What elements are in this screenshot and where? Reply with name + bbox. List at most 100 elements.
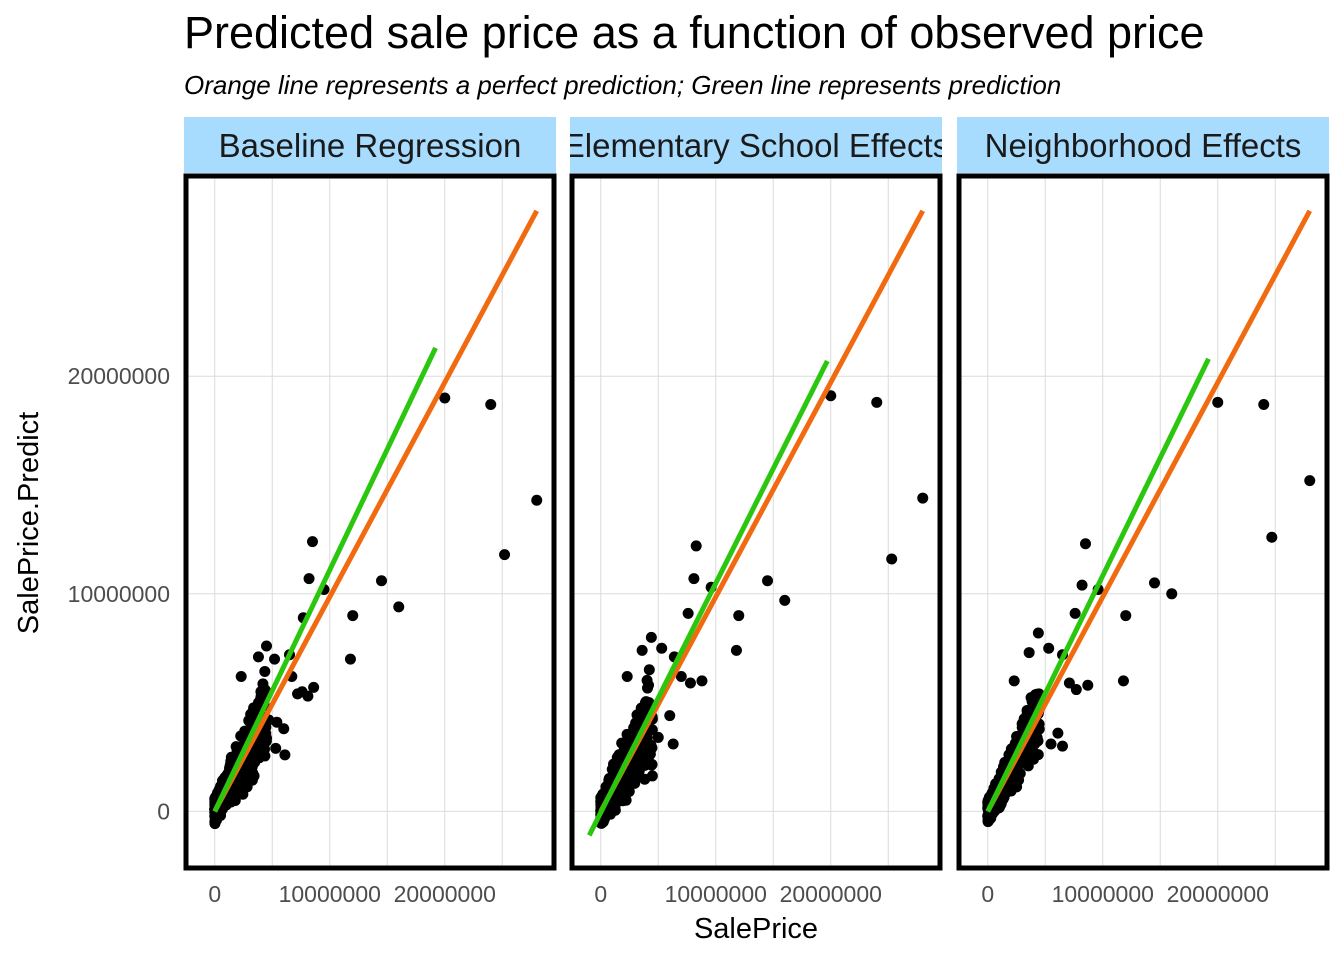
data-point: [682, 607, 694, 619]
data-point: [211, 812, 223, 824]
data-point: [269, 653, 281, 665]
data-point: [633, 756, 645, 768]
data-point: [730, 644, 742, 656]
data-point: [688, 573, 700, 585]
data-point: [249, 754, 261, 766]
data-point: [1080, 538, 1091, 550]
data-point: [1082, 679, 1094, 691]
data-point: [344, 653, 356, 665]
chart-title: Predicted sale price as a function of ob…: [184, 7, 1205, 58]
data-point: [645, 631, 657, 643]
data-point: [347, 610, 359, 622]
data-point: [1022, 757, 1034, 769]
data-point: [1304, 475, 1316, 487]
x-tick-label: 10000000: [1052, 881, 1154, 907]
facet-panel-2: Elementary School Effects 0 10000000 200000…: [563, 117, 949, 907]
data-point: [1117, 675, 1129, 687]
gridlines: [959, 176, 1327, 868]
data-point: [779, 594, 791, 606]
facet-panel-3: Neighborhood Effects 0 10000000 20000000: [956, 117, 1330, 907]
x-tick-label: 20000000: [780, 881, 882, 907]
facet-strip-label: Elementary School Effects: [563, 127, 949, 164]
data-point: [1032, 627, 1044, 639]
data-point: [1070, 684, 1082, 696]
x-tick-label: 0: [594, 881, 607, 907]
data-point: [1016, 718, 1028, 730]
data-point: [643, 679, 655, 691]
data-point: [1120, 610, 1132, 622]
panel-border: [569, 173, 943, 871]
data-point: [1076, 579, 1088, 591]
data-point: [252, 651, 264, 663]
y-tick-label: 20000000: [68, 363, 170, 389]
facet-panels: Baseline Regression 0 10000000 20000000 0 100…: [68, 117, 1330, 907]
data-point: [643, 664, 655, 676]
perfect-prediction-line: [598, 209, 925, 813]
data-point: [376, 575, 387, 587]
x-tick-label: 20000000: [1167, 881, 1269, 907]
data-point: [279, 749, 291, 761]
data-point: [621, 671, 633, 683]
data-point: [485, 398, 497, 410]
data-point: [733, 610, 745, 622]
y-axis-title: SalePrice.Predict: [13, 412, 45, 634]
data-point: [255, 692, 267, 704]
perfect-prediction-line: [212, 209, 539, 813]
prediction-line: [212, 346, 438, 813]
x-tick-label: 0: [208, 881, 221, 907]
panel-border: [956, 173, 1330, 871]
data-point: [985, 812, 997, 824]
data-point: [499, 549, 511, 561]
facet-strip-label: Baseline Regression: [219, 127, 522, 164]
data-point: [248, 770, 260, 782]
x-tick-label: 0: [981, 881, 994, 907]
data-point: [1023, 647, 1035, 659]
data-point: [652, 731, 664, 743]
data-point: [259, 665, 271, 677]
facet-strip-label: Neighborhood Effects: [985, 127, 1302, 164]
data-points: [209, 392, 543, 830]
data-point: [303, 573, 315, 585]
data-point: [1069, 607, 1081, 619]
data-point: [1057, 740, 1068, 752]
panel-border: [183, 173, 557, 871]
data-point: [1149, 577, 1160, 589]
data-point: [307, 536, 318, 548]
data-point: [1258, 398, 1270, 410]
chart-subtitle: Orange line represents a perfect predict…: [184, 70, 1061, 100]
data-point: [611, 751, 623, 763]
facet-strip: [184, 117, 556, 173]
data-point: [439, 392, 451, 404]
prediction-line: [985, 357, 1211, 813]
x-tick-label: 20000000: [394, 881, 496, 907]
data-point: [871, 396, 883, 408]
data-point: [825, 390, 837, 402]
prediction-line: [587, 359, 830, 837]
facet-strip: [570, 117, 942, 173]
data-point: [636, 644, 648, 656]
data-point: [1031, 688, 1043, 700]
x-tick-label: 10000000: [665, 881, 767, 907]
data-point: [393, 601, 405, 613]
data-point: [278, 723, 290, 735]
data-point: [1045, 738, 1057, 750]
data-point: [615, 783, 627, 795]
data-points: [982, 396, 1316, 828]
data-point: [1021, 704, 1033, 716]
data-point: [664, 710, 676, 722]
data-point: [531, 494, 543, 506]
data-points: [595, 390, 929, 829]
data-point: [628, 775, 640, 787]
data-point: [1212, 396, 1224, 408]
gridlines: [572, 176, 940, 868]
gridlines: [186, 176, 554, 868]
y-tick-label: 0: [157, 798, 170, 824]
data-point: [667, 738, 679, 750]
data-point: [235, 671, 247, 683]
data-point: [762, 575, 773, 587]
data-point: [886, 553, 898, 565]
perfect-prediction-line: [985, 209, 1312, 813]
data-point: [696, 675, 708, 687]
y-tick-label: 10000000: [68, 581, 170, 607]
data-point: [1166, 588, 1178, 600]
